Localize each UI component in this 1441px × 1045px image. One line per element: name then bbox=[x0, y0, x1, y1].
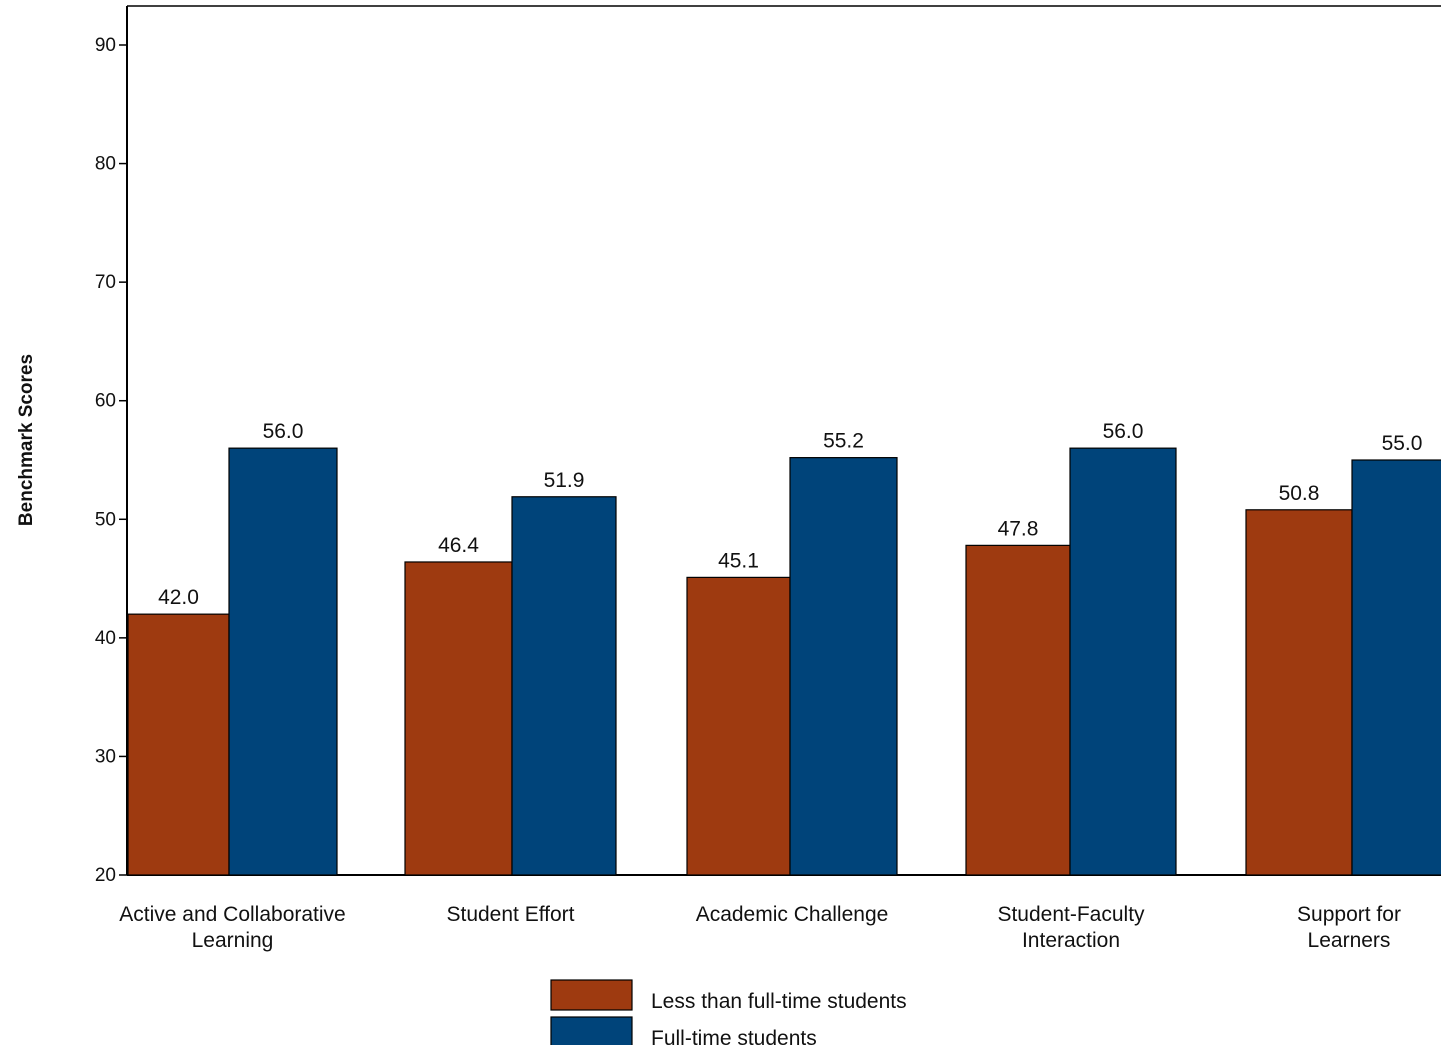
y-tick-label: 70 bbox=[95, 272, 116, 293]
y-tick-label: 40 bbox=[95, 628, 116, 649]
data-label: 46.4 bbox=[438, 534, 479, 557]
category-label: Learning bbox=[192, 929, 274, 952]
y-tick-label: 80 bbox=[95, 154, 116, 175]
bars-group bbox=[127, 447, 1441, 876]
legend-label: Full-time students bbox=[651, 1027, 817, 1045]
y-tick-label: 90 bbox=[95, 35, 116, 56]
legend-swatch bbox=[550, 1016, 633, 1045]
data-label: 45.1 bbox=[718, 549, 759, 572]
data-label: 50.8 bbox=[1279, 482, 1320, 505]
data-label: 47.8 bbox=[998, 517, 1039, 540]
data-label: 51.9 bbox=[544, 469, 585, 492]
legend: Less than full-time students Full-time st… bbox=[550, 979, 907, 1045]
category-labels-group: Active and Collaborative Learning Student … bbox=[119, 903, 1401, 952]
bar-full-time bbox=[1069, 447, 1177, 876]
bar-full-time bbox=[1351, 459, 1441, 876]
data-label: 56.0 bbox=[1103, 420, 1144, 443]
bar-part-time bbox=[1245, 509, 1353, 876]
bar-full-time bbox=[228, 447, 338, 876]
y-tick-label: 20 bbox=[95, 865, 116, 886]
category-label: Active and Collaborative bbox=[119, 903, 345, 926]
data-labels-group: 42.0 56.0 46.4 51.9 45.1 55.2 47.8 56.0 50.8 55.0 bbox=[158, 420, 1422, 609]
bar-part-time bbox=[686, 576, 791, 876]
data-label: 55.2 bbox=[823, 430, 864, 453]
category-label: Student Effort bbox=[446, 903, 574, 926]
bar-part-time bbox=[127, 613, 230, 876]
bar-full-time bbox=[511, 496, 617, 876]
category-label: Support for bbox=[1297, 903, 1401, 926]
data-label: 55.0 bbox=[1382, 432, 1423, 455]
bar-part-time bbox=[404, 561, 513, 876]
data-label: 56.0 bbox=[263, 420, 304, 443]
data-label: 42.0 bbox=[158, 586, 199, 609]
category-label: Student-Faculty bbox=[997, 903, 1145, 926]
legend-swatch bbox=[550, 979, 633, 1011]
y-tick-label: 30 bbox=[95, 746, 116, 767]
legend-label: Less than full-time students bbox=[651, 990, 907, 1013]
y-axis-label: Benchmark Scores bbox=[16, 354, 37, 526]
y-tick-label: 50 bbox=[95, 509, 116, 530]
y-axis-ticks: 20 30 40 50 60 70 80 90 bbox=[95, 35, 127, 886]
category-label: Interaction bbox=[1022, 929, 1120, 952]
category-label: Academic Challenge bbox=[696, 903, 889, 926]
y-tick-label: 60 bbox=[95, 391, 116, 412]
bar-part-time bbox=[965, 544, 1071, 876]
category-label: Learners bbox=[1308, 929, 1391, 952]
bar-full-time bbox=[789, 457, 898, 876]
